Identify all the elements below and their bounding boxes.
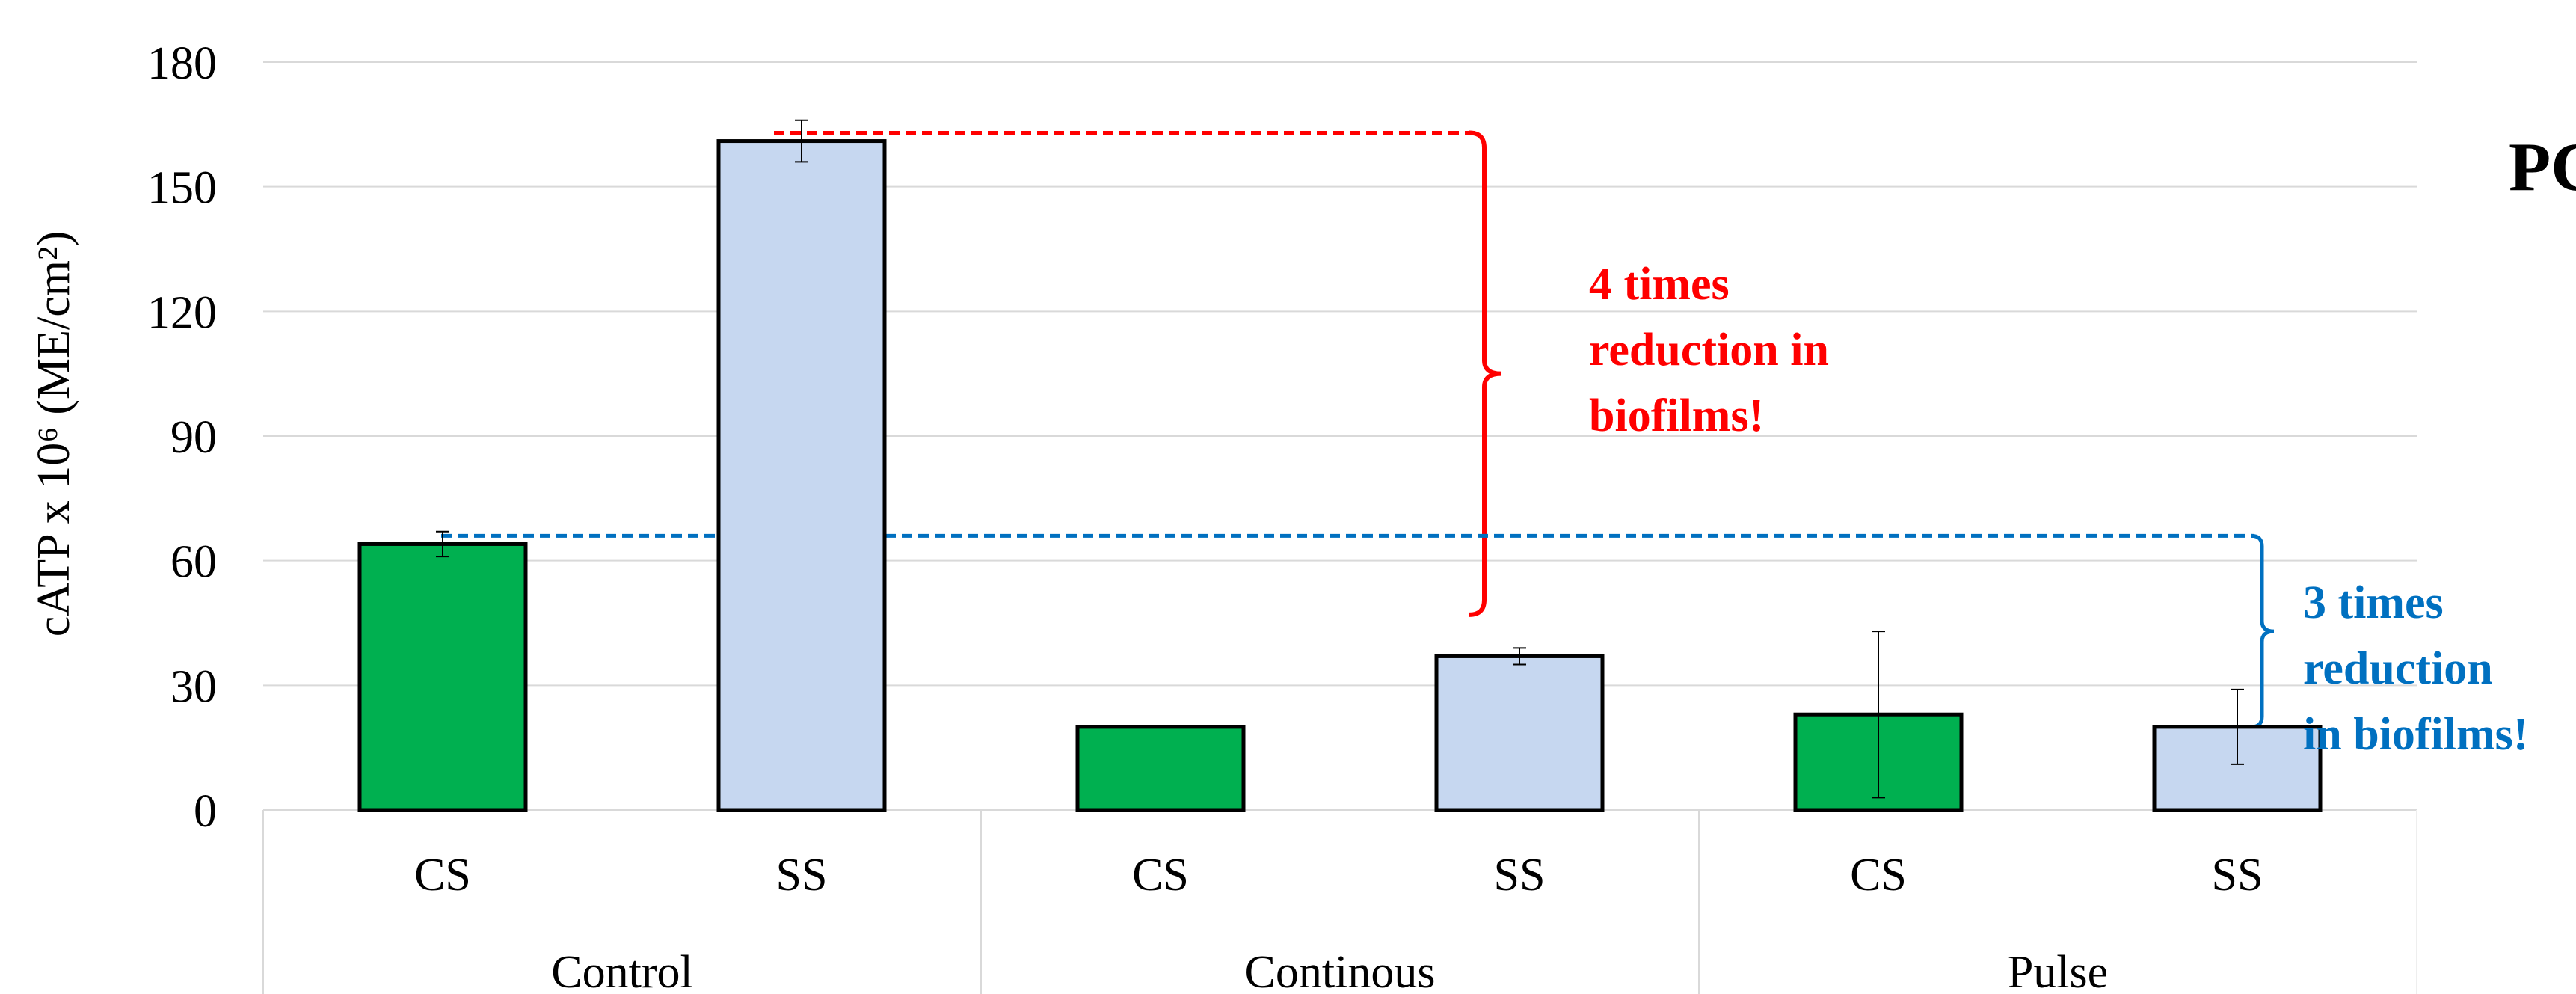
x-tick-label: SS bbox=[2212, 850, 2263, 901]
bar bbox=[357, 542, 528, 812]
x-tick-label: SS bbox=[776, 850, 828, 901]
annotation-line: reduction in bbox=[1589, 325, 1829, 375]
red-brace bbox=[1469, 130, 1501, 617]
y-axis-label: cATP x 10⁶ (ME/cm²) bbox=[28, 231, 79, 636]
side-text: PC bbox=[2509, 129, 2576, 205]
y-tick-label: 90 bbox=[170, 412, 217, 463]
bar bbox=[1434, 654, 1605, 812]
y-tick-label: 30 bbox=[170, 661, 217, 712]
bars bbox=[357, 139, 2323, 812]
annotation-line: 3 times bbox=[2303, 577, 2444, 628]
annotation-line: biofilms! bbox=[1589, 390, 1765, 441]
gridlines bbox=[263, 61, 2417, 811]
blue-brace bbox=[2251, 533, 2275, 729]
y-tick-label: 150 bbox=[147, 163, 217, 214]
bar bbox=[1075, 725, 1246, 812]
y-tick-label: 180 bbox=[147, 38, 217, 89]
error-bars bbox=[436, 119, 2244, 799]
annotation-lines bbox=[441, 130, 2275, 729]
x-tick-label: SS bbox=[1494, 850, 1546, 901]
y-axis-ticks: 0 30 60 90 120 150 180 bbox=[147, 38, 217, 837]
group-label: Continous bbox=[1245, 947, 1436, 994]
annotation-red: 4 times reduction in biofilms! bbox=[1589, 251, 1829, 449]
category-table: CS SS CS SS CS SS Control Continous Pulse bbox=[262, 810, 2417, 994]
annotation-line: 4 times bbox=[1589, 259, 1730, 310]
annotation-blue: 3 times reduction in biofilms! bbox=[2303, 570, 2528, 767]
y-tick-label: 60 bbox=[170, 537, 217, 588]
annotation-line: reduction bbox=[2303, 643, 2493, 694]
group-label: Control bbox=[551, 947, 692, 994]
y-tick-label: 120 bbox=[147, 287, 217, 338]
x-tick-label: CS bbox=[414, 850, 471, 901]
group-label: Pulse bbox=[2008, 947, 2108, 994]
x-tick-label: CS bbox=[1850, 850, 1907, 901]
y-tick-label: 0 bbox=[194, 786, 217, 837]
bar bbox=[716, 139, 887, 812]
x-tick-label: CS bbox=[1132, 850, 1189, 901]
annotation-line: in biofilms! bbox=[2303, 709, 2529, 760]
